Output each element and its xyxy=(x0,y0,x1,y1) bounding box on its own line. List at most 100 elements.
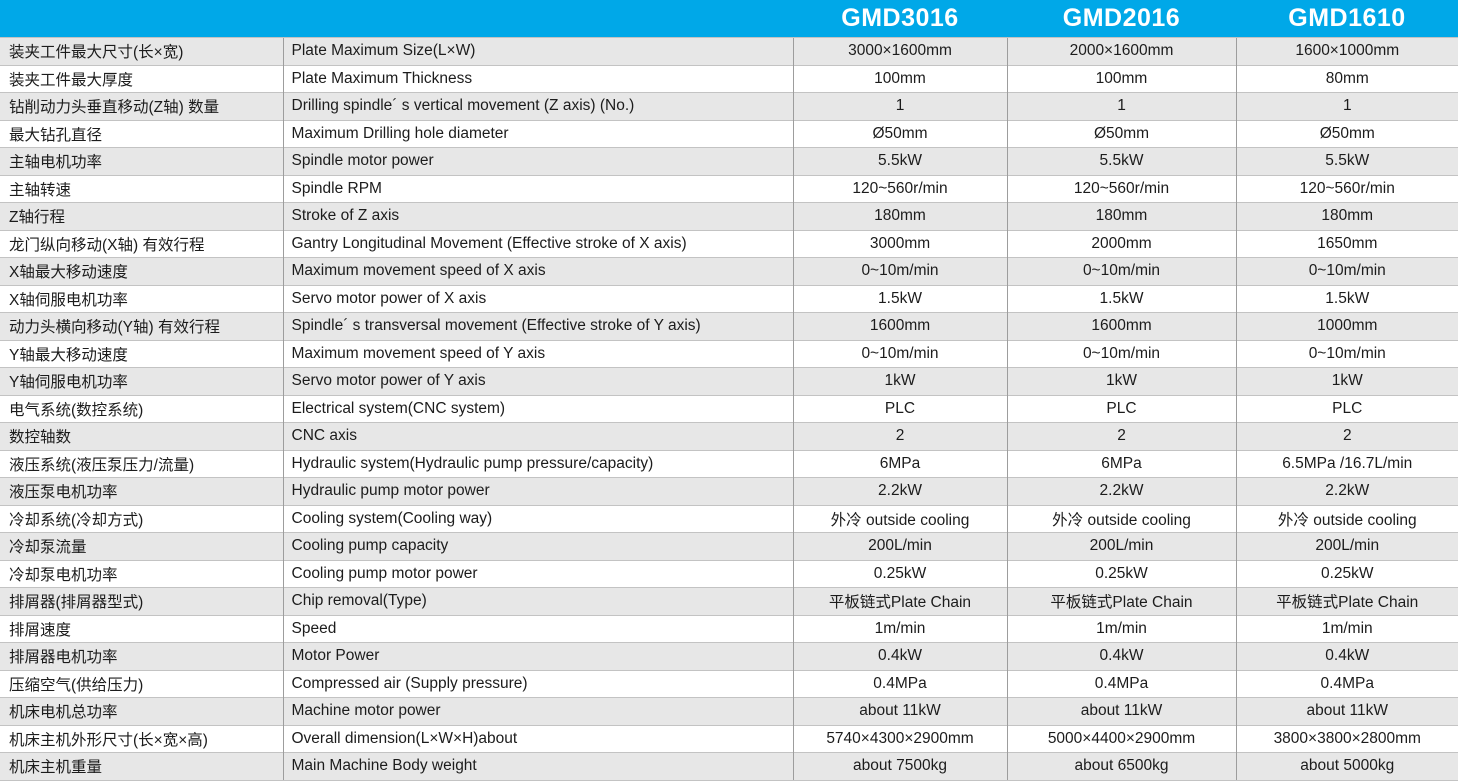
spec-value-gmd3016: about 7500kg xyxy=(792,752,1007,781)
spec-value-gmd1610: 1000mm xyxy=(1235,312,1458,340)
spec-value-gmd1610: 180mm xyxy=(1235,202,1458,230)
table-header: GMD3016 GMD2016 GMD1610 xyxy=(0,0,1458,38)
spec-value-gmd2016: 6MPa xyxy=(1006,449,1236,478)
spec-value-gmd2016: 2000mm xyxy=(1006,229,1236,258)
spec-label-cn: 机床电机总功率 xyxy=(0,697,283,725)
table-row: X轴伺服电机功率 Servo motor power of X axis 1.5… xyxy=(0,284,1458,313)
spec-label-cn: 装夹工件最大厚度 xyxy=(0,64,283,93)
spec-value-gmd1610: 5.5kW xyxy=(1235,147,1458,175)
spec-value-gmd1610: 200L/min xyxy=(1235,532,1458,560)
spec-label-en: Chip removal(Type) xyxy=(282,587,793,615)
spec-label-cn: 冷却泵流量 xyxy=(0,532,283,560)
spec-label-en: Plate Maximum Thickness xyxy=(282,64,793,93)
spec-value-gmd2016: 2000×1600mm xyxy=(1006,37,1236,65)
spec-value-gmd1610: 0~10m/min xyxy=(1235,257,1458,285)
spec-value-gmd3016: 0~10m/min xyxy=(792,339,1007,368)
spec-value-gmd1610: 0.4kW xyxy=(1235,642,1458,670)
table-row: X轴最大移动速度 Maximum movement speed of X axi… xyxy=(0,257,1458,285)
spec-value-gmd3016: 1kW xyxy=(792,367,1007,395)
table-row: Y轴最大移动速度 Maximum movement speed of Y axi… xyxy=(0,339,1458,368)
spec-value-gmd2016: 2 xyxy=(1006,422,1236,450)
spec-value-gmd2016: 外冷 outside cooling xyxy=(1006,504,1236,533)
spec-label-en: Electrical system(CNC system) xyxy=(282,394,793,423)
spec-value-gmd1610: 1 xyxy=(1235,92,1458,120)
spec-value-gmd2016: 1 xyxy=(1006,92,1236,120)
table-row: 排屑器电机功率 Motor Power 0.4kW 0.4kW 0.4kW xyxy=(0,642,1458,670)
spec-label-cn: X轴最大移动速度 xyxy=(0,257,283,285)
spec-value-gmd1610: 80mm xyxy=(1235,64,1458,93)
table-row: 排屑速度 Speed 1m/min 1m/min 1m/min xyxy=(0,614,1458,643)
table-row: Z轴行程 Stroke of Z axis 180mm 180mm 180mm xyxy=(0,202,1458,230)
table-row: 机床电机总功率 Machine motor power about 11kW a… xyxy=(0,697,1458,725)
spec-label-cn: 机床主机外形尺寸(长×宽×高) xyxy=(0,724,283,753)
spec-label-en: Motor Power xyxy=(282,642,793,670)
spec-value-gmd2016: 120~560r/min xyxy=(1006,174,1236,203)
spec-value-gmd2016: 2.2kW xyxy=(1006,477,1236,505)
spec-value-gmd2016: PLC xyxy=(1006,394,1236,423)
spec-label-cn: 液压泵电机功率 xyxy=(0,477,283,505)
column-header-gmd3016: GMD3016 xyxy=(793,0,1007,38)
spec-value-gmd2016: 5.5kW xyxy=(1006,147,1236,175)
spec-value-gmd2016: about 6500kg xyxy=(1006,752,1236,781)
spec-value-gmd1610: 1kW xyxy=(1235,367,1458,395)
spec-label-en: Stroke of Z axis xyxy=(282,202,793,230)
spec-label-en: Servo motor power of X axis xyxy=(282,284,793,313)
header-spacer-cn xyxy=(0,0,283,38)
table-row: 液压泵电机功率 Hydraulic pump motor power 2.2kW… xyxy=(0,477,1458,505)
table-row: 装夹工件最大厚度 Plate Maximum Thickness 100mm 1… xyxy=(0,64,1458,93)
table-row: 最大钻孔直径 Maximum Drilling hole diameter Ø5… xyxy=(0,119,1458,148)
spec-value-gmd2016: 200L/min xyxy=(1006,532,1236,560)
table-body: 装夹工件最大尺寸(长×宽) Plate Maximum Size(L×W) 30… xyxy=(0,37,1458,781)
spec-value-gmd3016: 1m/min xyxy=(792,614,1007,643)
table-row: 机床主机外形尺寸(长×宽×高) Overall dimension(L×W×H)… xyxy=(0,724,1458,753)
spec-label-en: Machine motor power xyxy=(282,697,793,725)
spec-value-gmd2016: 5000×4400×2900mm xyxy=(1006,724,1236,753)
spec-label-cn: 排屑速度 xyxy=(0,614,283,643)
table-row: 主轴转速 Spindle RPM 120~560r/min 120~560r/m… xyxy=(0,174,1458,203)
spec-value-gmd3016: 6MPa xyxy=(792,449,1007,478)
spec-value-gmd2016: about 11kW xyxy=(1006,697,1236,725)
spec-label-en: Spindle RPM xyxy=(282,174,793,203)
spec-value-gmd3016: 0.4kW xyxy=(792,642,1007,670)
spec-label-en: Compressed air (Supply pressure) xyxy=(282,669,793,698)
spec-value-gmd2016: 1kW xyxy=(1006,367,1236,395)
table-row: 冷却系统(冷却方式) Cooling system(Cooling way) 外… xyxy=(0,504,1458,533)
spec-label-cn: 机床主机重量 xyxy=(0,752,283,781)
spec-value-gmd3016: about 11kW xyxy=(792,697,1007,725)
spec-label-cn: 排屑器(排屑器型式) xyxy=(0,587,283,615)
spec-label-cn: 主轴转速 xyxy=(0,174,283,203)
spec-label-en: Maximum movement speed of X axis xyxy=(282,257,793,285)
spec-label-en: Maximum movement speed of Y axis xyxy=(282,339,793,368)
spec-value-gmd2016: 0.4MPa xyxy=(1006,669,1236,698)
spec-value-gmd3016: 2 xyxy=(792,422,1007,450)
spec-value-gmd3016: 5.5kW xyxy=(792,147,1007,175)
spec-value-gmd1610: PLC xyxy=(1235,394,1458,423)
spec-value-gmd3016: 1 xyxy=(792,92,1007,120)
spec-label-cn: 排屑器电机功率 xyxy=(0,642,283,670)
spec-value-gmd3016: 100mm xyxy=(792,64,1007,93)
spec-label-en: Drilling spindle´ s vertical movement (Z… xyxy=(282,92,793,120)
spec-value-gmd1610: 0~10m/min xyxy=(1235,339,1458,368)
spec-value-gmd2016: 平板链式Plate Chain xyxy=(1006,587,1236,615)
table-row: 装夹工件最大尺寸(长×宽) Plate Maximum Size(L×W) 30… xyxy=(0,37,1458,65)
column-header-gmd2016: GMD2016 xyxy=(1007,0,1236,38)
table-row: 主轴电机功率 Spindle motor power 5.5kW 5.5kW 5… xyxy=(0,147,1458,175)
table-row: 冷却泵流量 Cooling pump capacity 200L/min 200… xyxy=(0,532,1458,560)
spec-label-en: Cooling system(Cooling way) xyxy=(282,504,793,533)
spec-label-en: Plate Maximum Size(L×W) xyxy=(282,37,793,65)
spec-label-en: CNC axis xyxy=(282,422,793,450)
table-row: 龙门纵向移动(X轴) 有效行程 Gantry Longitudinal Move… xyxy=(0,229,1458,258)
table-row: Y轴伺服电机功率 Servo motor power of Y axis 1kW… xyxy=(0,367,1458,395)
table-row: 动力头横向移动(Y轴) 有效行程 Spindle´ s transversal … xyxy=(0,312,1458,340)
spec-value-gmd2016: 180mm xyxy=(1006,202,1236,230)
spec-value-gmd2016: 0.4kW xyxy=(1006,642,1236,670)
spec-label-en: Overall dimension(L×W×H)about xyxy=(282,724,793,753)
header-row: GMD3016 GMD2016 GMD1610 xyxy=(0,0,1458,38)
spec-label-en: Cooling pump capacity xyxy=(282,532,793,560)
spec-label-cn: 压缩空气(供给压力) xyxy=(0,669,283,698)
spec-label-cn: 冷却系统(冷却方式) xyxy=(0,504,283,533)
spec-value-gmd3016: 3000×1600mm xyxy=(792,37,1007,65)
spec-value-gmd1610: 3800×3800×2800mm xyxy=(1235,724,1458,753)
